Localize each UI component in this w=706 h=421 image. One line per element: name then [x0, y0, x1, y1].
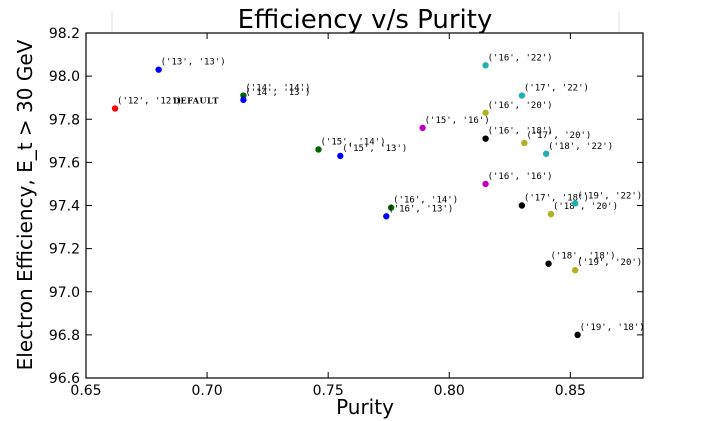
point-label: ('15', '13')	[342, 144, 407, 154]
data-point	[387, 204, 395, 211]
point-label: ('15', '16')	[425, 116, 490, 126]
y-tick-label: 96.6	[49, 371, 80, 387]
y-tick-label: 96.8	[49, 328, 80, 344]
point-label: ('16', '14')	[393, 196, 458, 206]
point-label: ('18', '20')	[553, 202, 618, 212]
point-label: ('16', '18')	[488, 127, 553, 137]
data-point	[545, 260, 552, 267]
data-point	[240, 96, 247, 104]
data-point	[482, 62, 489, 69]
data-point	[482, 180, 489, 188]
chart-title: Efficiency v/s Purity	[238, 5, 493, 35]
x-tick-label: 0.80	[434, 383, 465, 399]
point-label: ('16', '20')	[488, 101, 553, 111]
point-label: ('15', '14')	[320, 137, 385, 147]
point-label: ('13', '13')	[161, 58, 226, 68]
y-tick-label: 98.2	[49, 26, 80, 42]
x-tick-label: 0.70	[192, 383, 223, 399]
y-axis-label: Electron Efficiency, E_t > 30 GeV	[13, 39, 37, 370]
point-label: ('12', '12')	[117, 96, 182, 106]
y-axis-ticks: 96.6 96.8 97.0 97.2 97.4 97.6 97.8 98.0 98.2	[49, 26, 643, 387]
data-points: ('12', '12')DEFAULT ('13', '13') ('14', '1…	[111, 53, 645, 339]
data-point	[571, 200, 579, 207]
x-axis-ticks: 0.65 0.70 0.75 0.80 0.85	[70, 33, 586, 399]
y-tick-label: 97.8	[49, 112, 80, 128]
data-point	[155, 66, 162, 73]
data-point	[419, 124, 426, 132]
data-point	[383, 213, 390, 220]
point-label: ('19', '18')	[580, 323, 645, 333]
point-label: ('18', '22')	[548, 142, 613, 152]
data-point	[111, 105, 119, 112]
point-label: ('17', '22')	[524, 84, 589, 94]
data-point	[315, 146, 322, 153]
y-tick-label: 98.0	[49, 69, 80, 85]
x-tick-label: 0.85	[555, 383, 586, 399]
data-point	[574, 331, 581, 339]
y-tick-label: 97.4	[49, 199, 80, 215]
y-tick-label: 97.6	[49, 155, 80, 171]
y-tick-label: 97.0	[49, 285, 80, 301]
x-tick-label: 0.65	[70, 383, 101, 399]
data-point	[337, 152, 344, 160]
title-area: Efficiency v/s Purity	[111, 5, 620, 35]
point-label: ('17', '18')	[524, 194, 589, 204]
x-tick-label: 0.75	[313, 383, 344, 399]
default-annotation: DEFAULT	[173, 95, 219, 105]
point-label: ('18', '18')	[551, 252, 616, 262]
point-label: ('14', '14')	[245, 84, 310, 94]
point-label: ('19', '20')	[577, 258, 642, 268]
point-label: ('16', '22')	[488, 53, 553, 63]
x-axis-label: Purity	[336, 395, 394, 419]
point-label: ('16', '16')	[488, 172, 553, 182]
data-point	[521, 139, 528, 147]
point-label: ('14', '13')	[245, 88, 310, 98]
data-point	[518, 202, 526, 209]
data-point	[547, 210, 555, 218]
point-label: ('19', '22')	[577, 191, 642, 201]
y-tick-label: 97.2	[49, 242, 80, 258]
data-point	[542, 150, 550, 157]
data-point	[518, 92, 526, 99]
data-point	[571, 266, 579, 274]
point-label: ('16', '13')	[388, 204, 453, 214]
point-label: ('17', '20')	[526, 131, 591, 141]
data-point	[482, 135, 489, 142]
data-point	[482, 109, 489, 116]
